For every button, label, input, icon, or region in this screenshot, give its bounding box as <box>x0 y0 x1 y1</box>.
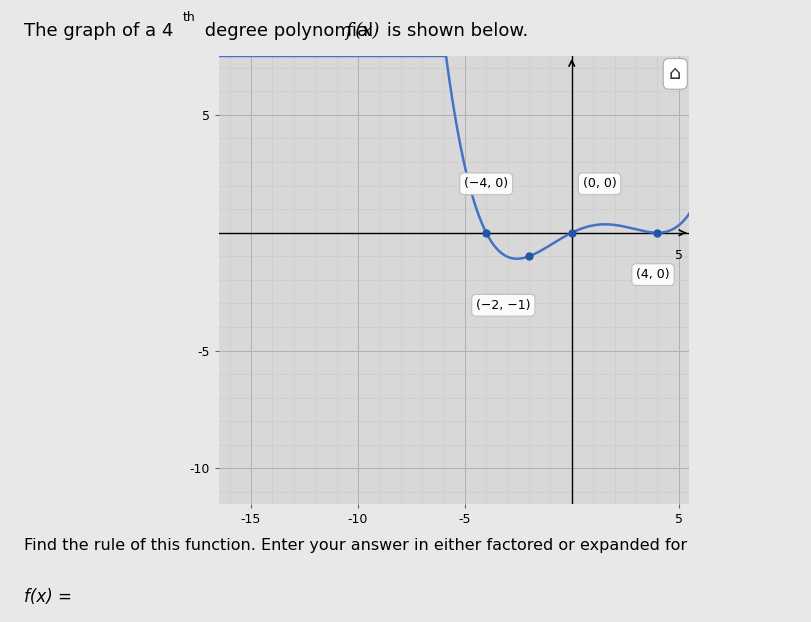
Text: 5: 5 <box>675 249 683 262</box>
Text: (−2, −1): (−2, −1) <box>476 299 530 312</box>
Text: f (x): f (x) <box>345 22 379 40</box>
Text: Find the rule of this function. Enter your answer in either factored or expanded: Find the rule of this function. Enter yo… <box>24 538 688 553</box>
Text: th: th <box>182 11 195 24</box>
Text: degree polynomial: degree polynomial <box>199 22 379 40</box>
Text: is shown below.: is shown below. <box>381 22 529 40</box>
Text: The graph of a 4: The graph of a 4 <box>24 22 174 40</box>
Text: f(x) =: f(x) = <box>24 588 72 606</box>
Text: (−4, 0): (−4, 0) <box>464 177 508 190</box>
Text: (0, 0): (0, 0) <box>582 177 616 190</box>
Text: (4, 0): (4, 0) <box>636 268 670 281</box>
Text: ⌂: ⌂ <box>669 65 681 83</box>
